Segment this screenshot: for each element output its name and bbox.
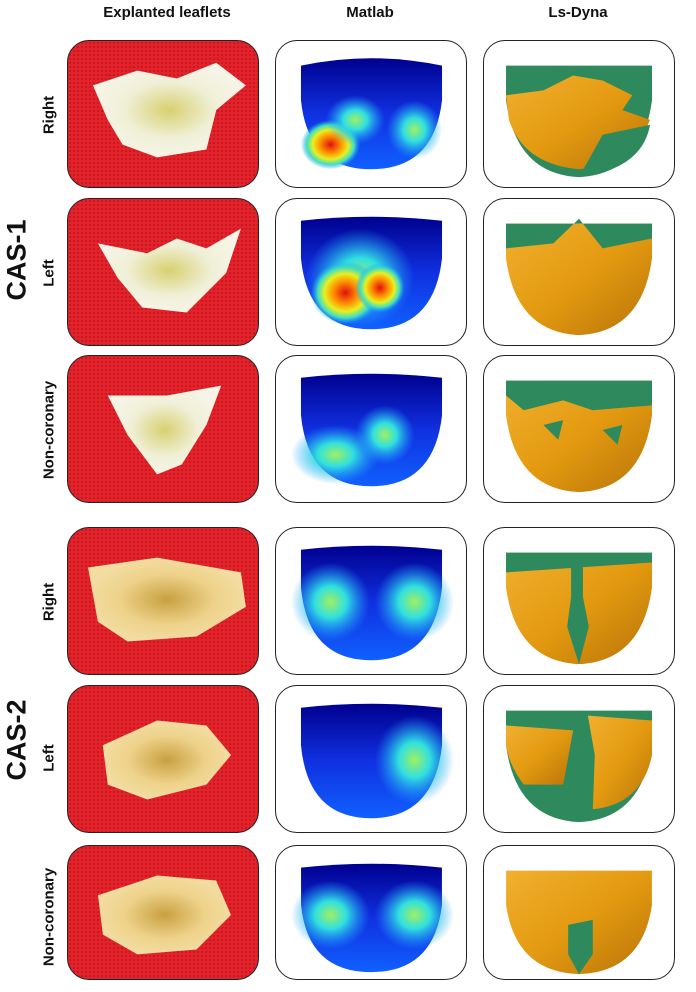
row-label-cas2-noncoronary: Non-coronary xyxy=(40,867,58,967)
lsdyna-cas1-noncoronary xyxy=(483,355,675,503)
row-label-cas1-right: Right xyxy=(40,95,58,135)
lsdyna-cas2-right xyxy=(483,527,675,675)
photo-cas1-noncoronary xyxy=(67,355,259,503)
group-label-cas1: CAS-1 xyxy=(1,219,32,301)
column-header-lsdyna: Ls-Dyna xyxy=(548,4,608,21)
photo-cas1-right xyxy=(67,40,259,188)
row-label-cas2-right: Right xyxy=(40,582,58,622)
photo-cas2-noncoronary xyxy=(67,845,259,980)
matlab-cas2-left xyxy=(275,685,467,833)
matlab-cas1-left xyxy=(275,198,467,346)
row-label-cas1-noncoronary: Non-coronary xyxy=(40,380,58,480)
column-header-explanted: Explanted leaflets xyxy=(103,4,231,21)
group-label-cas2: CAS-2 xyxy=(1,699,32,781)
matlab-cas2-right xyxy=(275,527,467,675)
matlab-cas2-noncoronary xyxy=(275,845,467,980)
row-label-cas2-left: Left xyxy=(40,744,58,772)
matlab-cas1-noncoronary xyxy=(275,355,467,503)
lsdyna-cas1-right xyxy=(483,40,675,188)
matlab-cas1-right xyxy=(275,40,467,188)
column-header-matlab: Matlab xyxy=(346,4,394,21)
lsdyna-cas1-left xyxy=(483,198,675,346)
photo-cas1-left xyxy=(67,198,259,346)
lsdyna-cas2-noncoronary xyxy=(483,845,675,980)
photo-cas2-left xyxy=(67,685,259,833)
photo-cas2-right xyxy=(67,527,259,675)
lsdyna-cas2-left xyxy=(483,685,675,833)
row-label-cas1-left: Left xyxy=(40,259,58,287)
